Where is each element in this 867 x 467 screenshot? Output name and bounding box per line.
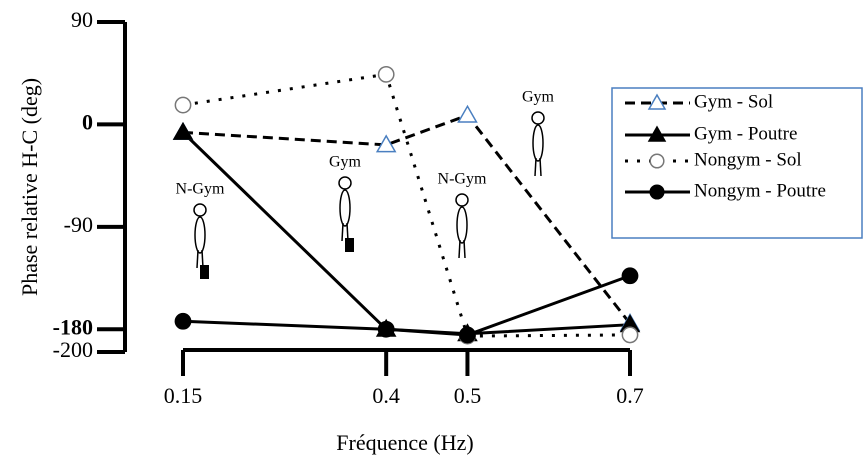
point (459, 326, 476, 344)
y-tick-label: 90 (71, 7, 93, 32)
figure-leg (463, 239, 466, 259)
point (174, 312, 192, 330)
legend-marker (649, 153, 665, 169)
figure-head (455, 193, 469, 207)
x-tick-label: 0.15 (164, 383, 203, 408)
legend-marker (647, 93, 667, 110)
legend-label: Gym - Sol (694, 91, 773, 112)
series-line (182, 72, 631, 338)
figure-beam (345, 238, 354, 252)
legend-marker (647, 125, 667, 142)
y-axis-label: Phase relative H-C (deg) (17, 78, 42, 296)
point (621, 326, 639, 344)
y-tick-label: -200 (53, 337, 93, 362)
point (375, 134, 397, 153)
figure-leg (196, 249, 199, 269)
figure-head (338, 176, 352, 190)
annotation: Gym (329, 154, 362, 171)
x-tick-label: 0.5 (454, 383, 482, 408)
series-line (181, 131, 631, 336)
y-tick-label: -90 (64, 212, 93, 237)
figure-body (194, 216, 206, 254)
figure-beam (200, 265, 209, 279)
annotation: Gym (522, 89, 555, 106)
figure-leg (534, 157, 537, 177)
figure-leg (539, 157, 542, 177)
series-line (182, 113, 632, 325)
x-tick-label: 0.7 (616, 383, 644, 408)
figure-body (339, 189, 351, 227)
legend-label: Nongym - Poutre (694, 180, 826, 201)
point (457, 104, 478, 123)
x-axis-label: Fréquence (Hz) (336, 430, 473, 455)
legend-label: Nongym - Sol (694, 149, 802, 170)
figure-body (532, 124, 544, 162)
y-tick-label: 0 (82, 109, 93, 134)
point (174, 96, 192, 114)
legend-marker (649, 184, 665, 200)
figure-leg (458, 239, 461, 259)
point (172, 121, 194, 140)
figure-body (456, 206, 468, 244)
point (377, 65, 395, 83)
annotation: N-Gym (438, 171, 487, 188)
annotation: N-Gym (176, 181, 225, 198)
series-line (182, 274, 631, 337)
y-tick-label: -180 (53, 314, 93, 339)
figure-head (531, 111, 545, 125)
x-tick-label: 0.4 (372, 383, 400, 408)
figure-leg (341, 222, 344, 242)
legend-label: Gym - Poutre (694, 123, 797, 144)
point (621, 267, 639, 285)
figure-head (193, 203, 207, 217)
point (377, 320, 395, 338)
